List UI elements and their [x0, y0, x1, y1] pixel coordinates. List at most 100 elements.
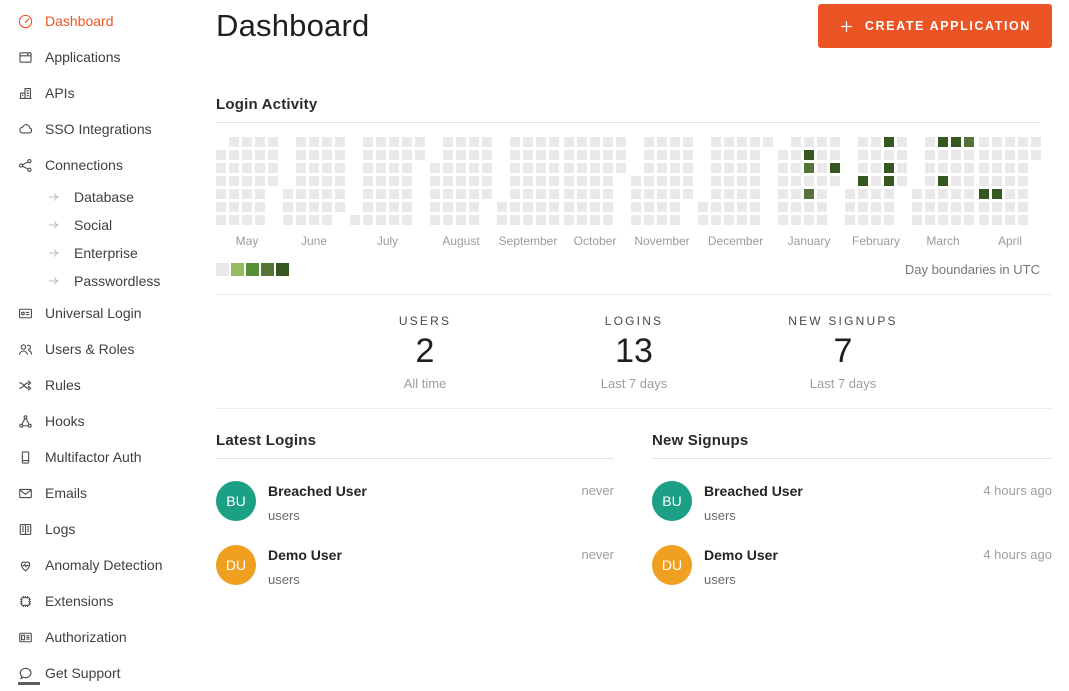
heatmap-cell[interactable]	[482, 189, 492, 199]
heatmap-cell[interactable]	[670, 189, 680, 199]
heatmap-cell[interactable]	[242, 150, 252, 160]
heatmap-cell[interactable]	[858, 176, 868, 186]
heatmap-cell[interactable]	[523, 215, 533, 225]
heatmap-cell[interactable]	[443, 137, 453, 147]
heatmap-cell[interactable]	[817, 176, 827, 186]
heatmap-cell[interactable]	[523, 189, 533, 199]
heatmap-cell[interactable]	[335, 189, 345, 199]
heatmap-cell[interactable]	[549, 137, 559, 147]
heatmap-cell[interactable]	[309, 189, 319, 199]
heatmap-cell[interactable]	[309, 137, 319, 147]
heatmap-cell[interactable]	[430, 189, 440, 199]
heatmap-cell[interactable]	[1005, 163, 1015, 173]
heatmap-cell[interactable]	[1005, 137, 1015, 147]
heatmap-cell[interactable]	[711, 215, 721, 225]
sidebar-item-extensions[interactable]: Extensions	[0, 583, 205, 619]
heatmap-cell[interactable]	[631, 176, 641, 186]
heatmap-cell[interactable]	[925, 163, 935, 173]
heatmap-cell[interactable]	[510, 176, 520, 186]
heatmap-cell[interactable]	[938, 202, 948, 212]
heatmap-cell[interactable]	[670, 150, 680, 160]
heatmap-cell[interactable]	[216, 150, 226, 160]
heatmap-cell[interactable]	[482, 150, 492, 160]
heatmap-cell[interactable]	[456, 202, 466, 212]
heatmap-cell[interactable]	[616, 163, 626, 173]
heatmap-cell[interactable]	[804, 150, 814, 160]
heatmap-cell[interactable]	[830, 137, 840, 147]
heatmap-cell[interactable]	[992, 137, 1002, 147]
heatmap-cell[interactable]	[376, 163, 386, 173]
heatmap-cell[interactable]	[1018, 163, 1028, 173]
heatmap-cell[interactable]	[1005, 189, 1015, 199]
heatmap-cell[interactable]	[912, 215, 922, 225]
heatmap-cell[interactable]	[938, 150, 948, 160]
heatmap-cell[interactable]	[817, 189, 827, 199]
sidebar-item-rules[interactable]: Rules	[0, 367, 205, 403]
heatmap-cell[interactable]	[322, 163, 332, 173]
heatmap-cell[interactable]	[590, 150, 600, 160]
heatmap-cell[interactable]	[979, 137, 989, 147]
heatmap-cell[interactable]	[858, 137, 868, 147]
heatmap-cell[interactable]	[778, 202, 788, 212]
heatmap-cell[interactable]	[590, 202, 600, 212]
heatmap-cell[interactable]	[443, 176, 453, 186]
heatmap-cell[interactable]	[884, 163, 894, 173]
heatmap-cell[interactable]	[577, 202, 587, 212]
heatmap-cell[interactable]	[402, 150, 412, 160]
heatmap-cell[interactable]	[964, 202, 974, 212]
heatmap-cell[interactable]	[724, 150, 734, 160]
heatmap-cell[interactable]	[283, 215, 293, 225]
heatmap-cell[interactable]	[590, 189, 600, 199]
heatmap-cell[interactable]	[884, 150, 894, 160]
heatmap-cell[interactable]	[389, 176, 399, 186]
heatmap-cell[interactable]	[350, 215, 360, 225]
heatmap-cell[interactable]	[750, 163, 760, 173]
heatmap-cell[interactable]	[951, 163, 961, 173]
heatmap-cell[interactable]	[644, 215, 654, 225]
heatmap-cell[interactable]	[657, 163, 667, 173]
heatmap-cell[interactable]	[536, 163, 546, 173]
heatmap-cell[interactable]	[951, 189, 961, 199]
heatmap-cell[interactable]	[992, 189, 1002, 199]
heatmap-cell[interactable]	[376, 176, 386, 186]
heatmap-cell[interactable]	[497, 215, 507, 225]
heatmap-cell[interactable]	[603, 150, 613, 160]
sidebar-item-enterprise[interactable]: Enterprise	[0, 239, 205, 267]
heatmap-cell[interactable]	[1018, 202, 1028, 212]
heatmap-cell[interactable]	[763, 137, 773, 147]
heatmap-cell[interactable]	[415, 150, 425, 160]
heatmap-cell[interactable]	[510, 137, 520, 147]
sidebar-item-logs[interactable]: Logs	[0, 511, 205, 547]
heatmap-cell[interactable]	[564, 137, 574, 147]
sidebar-item-authorization[interactable]: Authorization	[0, 619, 205, 655]
heatmap-cell[interactable]	[804, 215, 814, 225]
heatmap-cell[interactable]	[363, 215, 373, 225]
heatmap-cell[interactable]	[912, 202, 922, 212]
heatmap-cell[interactable]	[389, 189, 399, 199]
heatmap-cell[interactable]	[389, 215, 399, 225]
heatmap-cell[interactable]	[268, 150, 278, 160]
heatmap-cell[interactable]	[791, 189, 801, 199]
heatmap-cell[interactable]	[830, 163, 840, 173]
heatmap-cell[interactable]	[363, 189, 373, 199]
heatmap-cell[interactable]	[564, 202, 574, 212]
heatmap-cell[interactable]	[858, 215, 868, 225]
heatmap-cell[interactable]	[670, 137, 680, 147]
heatmap-cell[interactable]	[603, 163, 613, 173]
heatmap-cell[interactable]	[631, 215, 641, 225]
heatmap-cell[interactable]	[964, 189, 974, 199]
heatmap-cell[interactable]	[376, 150, 386, 160]
heatmap-cell[interactable]	[724, 189, 734, 199]
heatmap-cell[interactable]	[683, 137, 693, 147]
heatmap-cell[interactable]	[229, 189, 239, 199]
heatmap-cell[interactable]	[229, 215, 239, 225]
heatmap-cell[interactable]	[335, 150, 345, 160]
sidebar-item-sso-integrations[interactable]: SSO Integrations	[0, 111, 205, 147]
heatmap-cell[interactable]	[577, 150, 587, 160]
heatmap-cell[interactable]	[283, 189, 293, 199]
heatmap-cell[interactable]	[322, 189, 332, 199]
heatmap-cell[interactable]	[549, 215, 559, 225]
heatmap-cell[interactable]	[389, 202, 399, 212]
heatmap-cell[interactable]	[979, 202, 989, 212]
heatmap-cell[interactable]	[644, 202, 654, 212]
